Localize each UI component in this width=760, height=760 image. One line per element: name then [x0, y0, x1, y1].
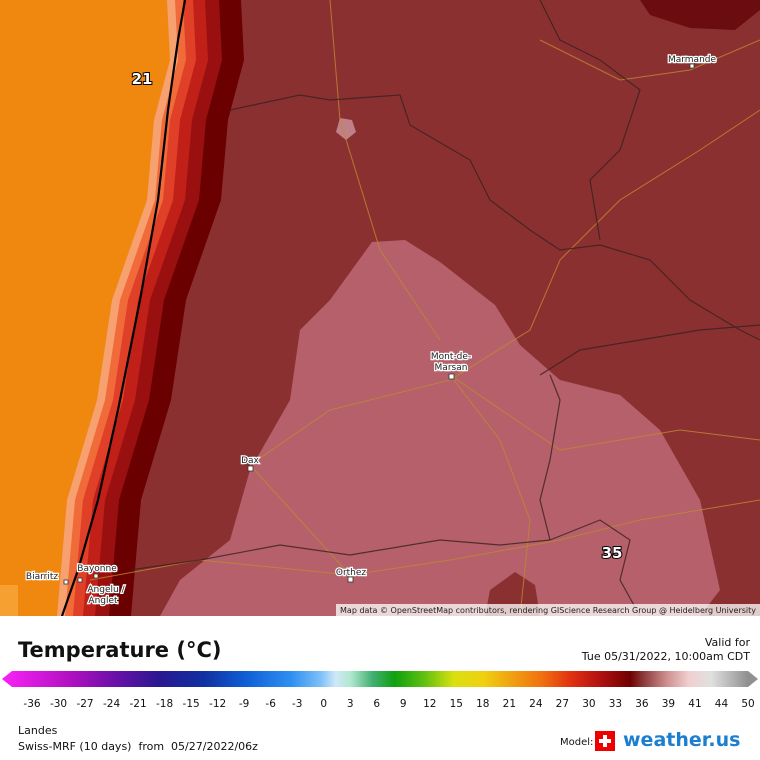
- temperature-bands: [0, 0, 244, 616]
- colorbar-tick-label: -3: [291, 698, 303, 710]
- colorbar-tick-label: 36: [635, 698, 649, 710]
- contour-label: 21: [132, 70, 153, 88]
- place-label: Dax: [241, 456, 259, 466]
- valid-label: Valid for: [704, 636, 750, 649]
- colorbar-tick-label: -36: [23, 698, 41, 710]
- place-label: Biarritz: [26, 572, 58, 582]
- place-label: Orthez: [336, 568, 367, 578]
- attribution-bg: [336, 604, 760, 616]
- warm-area: [160, 240, 720, 616]
- colorbar-tick-label: -30: [49, 698, 68, 710]
- colorbar-arrow: [2, 671, 12, 687]
- temperature-band: [0, 0, 170, 616]
- colorbar-tick-label: 44: [714, 698, 729, 710]
- colorbar-tick-label: 24: [529, 698, 543, 710]
- roads: [89, 0, 760, 616]
- coastline: [60, 0, 187, 616]
- place-label: Marmande: [668, 55, 717, 65]
- colorbar-tick-label: 12: [423, 698, 437, 710]
- colorbar-tick-label: -12: [209, 698, 227, 710]
- colorbar-tick-label: -18: [156, 698, 174, 710]
- place-label: Bayonne: [77, 564, 117, 574]
- hot-area: [640, 0, 760, 30]
- colorbar-tick-label: -9: [238, 698, 250, 710]
- model-run: Swiss-MRF (10 days) from 05/27/2022/06z: [18, 740, 258, 753]
- colorbar-tick-label: 0: [320, 698, 328, 710]
- colorbar-tick-label: -24: [102, 698, 121, 710]
- place-label: Marsan: [435, 363, 468, 373]
- colorbar-tick-label: 18: [476, 698, 490, 710]
- swiss-flag: [595, 731, 615, 751]
- colorbar-arrow: [748, 671, 758, 687]
- colorbar-tick-label: 33: [608, 698, 623, 710]
- colorbar-tick-label: 3: [346, 698, 354, 710]
- colorbar-tick-label: 39: [661, 698, 676, 710]
- colorbar-tick-label: 9: [399, 698, 407, 710]
- colorbar-tick-label: 41: [688, 698, 702, 710]
- region: Landes: [18, 724, 58, 737]
- colorbar-tick-label: -27: [76, 698, 94, 710]
- colorbar-tick-label: -21: [129, 698, 147, 710]
- colorbar-tick-label: 21: [502, 698, 517, 710]
- place-markers: [63, 63, 695, 585]
- coast-patch: [0, 585, 18, 616]
- place-label: Mont-de-: [431, 352, 471, 362]
- colorbar-tick-label: 27: [555, 698, 570, 710]
- contour-label: 35: [602, 544, 623, 562]
- borders: [129, 0, 760, 616]
- place-label: Angelu /: [87, 585, 125, 595]
- valid-time: Tue 05/31/2022, 10:00am CDT: [581, 650, 750, 663]
- colorbar-tick-label: 50: [741, 698, 755, 710]
- brand: weather.us: [623, 729, 741, 751]
- attribution: Map data © OpenStreetMap contributors, r…: [340, 606, 756, 615]
- map: Marmande Mont-de- Marsan Dax Biarritz Ba…: [0, 0, 760, 616]
- legend-title: Temperature (°C): [18, 638, 222, 662]
- colorbar: [12, 671, 748, 687]
- model-label: Model:: [560, 737, 594, 748]
- colorbar-tick-label: -6: [265, 698, 276, 710]
- place-label: Anglet: [88, 596, 118, 606]
- colorbar-ticks: -36 -30 -27 -24 -21 -18 -15 -12 -9 -6 -3 0 3 6 9 12 15 18…: [0, 698, 760, 712]
- colorbar-tick-label: -15: [182, 698, 200, 710]
- legend-panel: Temperature (°C) Valid for Tue 05/31/202…: [0, 616, 760, 760]
- colorbar-tick-label: 6: [373, 698, 381, 710]
- colorbar-tick-label: 15: [449, 698, 463, 710]
- colorbar-tick-label: 30: [582, 698, 596, 710]
